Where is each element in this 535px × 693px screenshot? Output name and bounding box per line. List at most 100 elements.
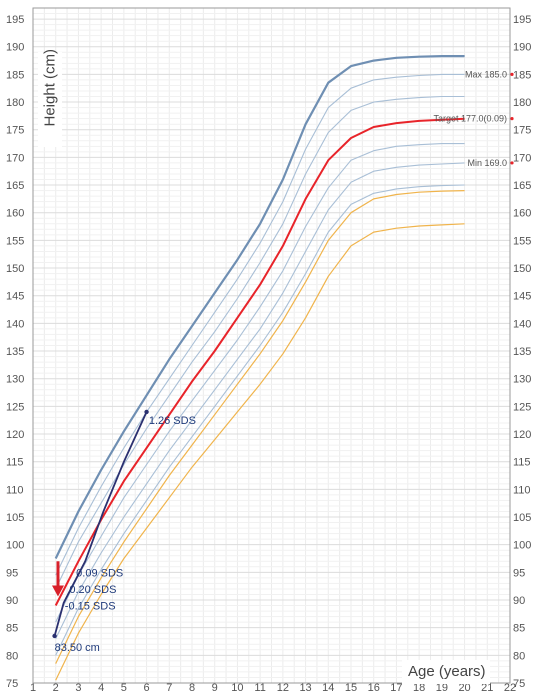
x-tick-label: 11 [254,682,265,693]
series-line-mid-2 [55,95,465,590]
y-tick-label-left: 90 [6,595,18,607]
y-tick-label-right: 150 [513,263,531,275]
y-tick-label-left: 155 [6,235,24,247]
y-tick-label-left: 130 [6,374,24,386]
y-tick-label-left: 180 [6,97,24,109]
x-tick-label: 21 [481,682,493,693]
y-tick-label-left: 100 [6,540,24,552]
sds-annotation: -0.15 SDS [65,601,116,613]
y-tick-label-left: 175 [6,125,24,137]
x-tick-label: 9 [212,682,218,693]
y-axis-label-background [38,52,62,147]
y-tick-label-right: 110 [513,484,531,496]
reference-marker [510,161,514,165]
y-tick-label-left: 135 [6,346,24,358]
series-line-mid-4 [55,143,465,623]
y-tick-label-right: 80 [513,650,525,662]
x-tick-label: 5 [121,682,127,693]
series-line-mid-1 [55,73,465,576]
y-tick-label-right: 185 [513,69,531,81]
y-tick-label-right: 160 [513,208,531,220]
y-tick-label-right: 195 [513,14,531,26]
y-tick-label-left: 120 [6,429,24,441]
y-tick-label-right: 145 [513,291,531,303]
y-tick-label-left: 190 [6,42,24,54]
x-tick-label: 2 [53,682,59,693]
y-tick-label-right: 135 [513,346,531,358]
x-tick-label: 18 [413,682,425,693]
x-tick-label: 14 [322,682,334,693]
y-tick-label-left: 185 [6,69,24,81]
series-line-target-3 [54,117,465,606]
reference-label: Max 185.0 [465,69,507,79]
y-tick-label-right: 165 [513,180,531,192]
reference-marker [510,117,514,121]
x-tick-label: 3 [75,682,81,693]
series-line-mid-5 [55,162,465,639]
x-tick-label: 10 [231,682,243,693]
series-line-mid-6 [55,184,465,656]
y-tick-label-left: 165 [6,180,24,192]
y-tick-label-left: 75 [6,678,18,690]
x-tick-label: 6 [144,682,150,693]
y-tick-label-right: 155 [513,235,531,247]
patient-point [144,409,149,415]
y-tick-label-left: 140 [6,318,24,330]
series-line-lower-7 [55,190,465,664]
y-tick-label-left: 125 [6,401,24,413]
y-axis-label: Height (cm) [41,48,59,127]
y-tick-label-right: 95 [513,567,525,579]
y-tick-label-right: 100 [513,540,531,552]
y-tick-label-right: 75 [513,678,525,690]
x-tick-label: 22 [504,682,516,693]
series-line-lower-8 [55,223,465,681]
reference-label: Min 169.0 [467,158,507,168]
y-tick-label-left: 95 [6,567,18,579]
sds-annotation: 0.20 SDS [69,584,116,596]
sds-annotation: 0.09 SDS [76,567,123,579]
y-tick-label-left: 145 [6,291,24,303]
y-tick-label-right: 85 [513,623,525,635]
plot-frame [32,7,511,684]
y-tick-label-right: 190 [513,42,531,54]
x-tick-label: 13 [299,682,311,693]
sds-annotation: 1.26 SDS [149,415,196,427]
reference-marker [510,72,514,76]
y-tick-label-left: 110 [6,484,24,496]
y-tick-label-left: 170 [6,152,24,164]
x-tick-label: 12 [277,682,289,693]
y-tick-label-right: 90 [513,595,525,607]
y-tick-label-right: 140 [513,318,531,330]
y-tick-label-left: 195 [6,14,24,26]
y-tick-label-right: 180 [513,97,531,109]
x-tick-label: 8 [189,682,195,693]
x-tick-label: 15 [345,682,357,693]
x-axis-label-background [402,660,490,684]
y-tick-label-left: 85 [6,623,18,635]
x-tick-label: 20 [458,682,470,693]
y-tick-label-left: 80 [6,650,18,662]
y-tick-label-right: 170 [513,152,531,164]
x-tick-label: 7 [166,682,172,693]
y-tick-label-right: 120 [513,429,531,441]
y-tick-label-right: 105 [513,512,531,524]
y-tick-label-right: 130 [513,374,531,386]
reference-label: Target 177.0(0.09) [433,114,507,124]
x-axis-label: Age (years) [408,663,486,680]
y-tick-label-right: 125 [513,401,531,413]
patient-point [52,633,57,639]
sds-annotation: 83.50 cm [55,642,100,654]
x-tick-label: 4 [98,682,104,693]
y-tick-label-left: 150 [6,263,24,275]
y-tick-label-left: 115 [6,457,24,469]
x-tick-label: 1 [30,682,36,693]
series-line-patient-9 [53,411,148,637]
y-tick-label-right: 175 [513,125,531,137]
y-tick-label-right: 115 [513,457,531,469]
downward-arrow-head [51,585,64,597]
series-line-top-0 [54,54,465,559]
x-tick-label: 19 [436,682,448,693]
y-tick-label-left: 105 [6,512,24,524]
